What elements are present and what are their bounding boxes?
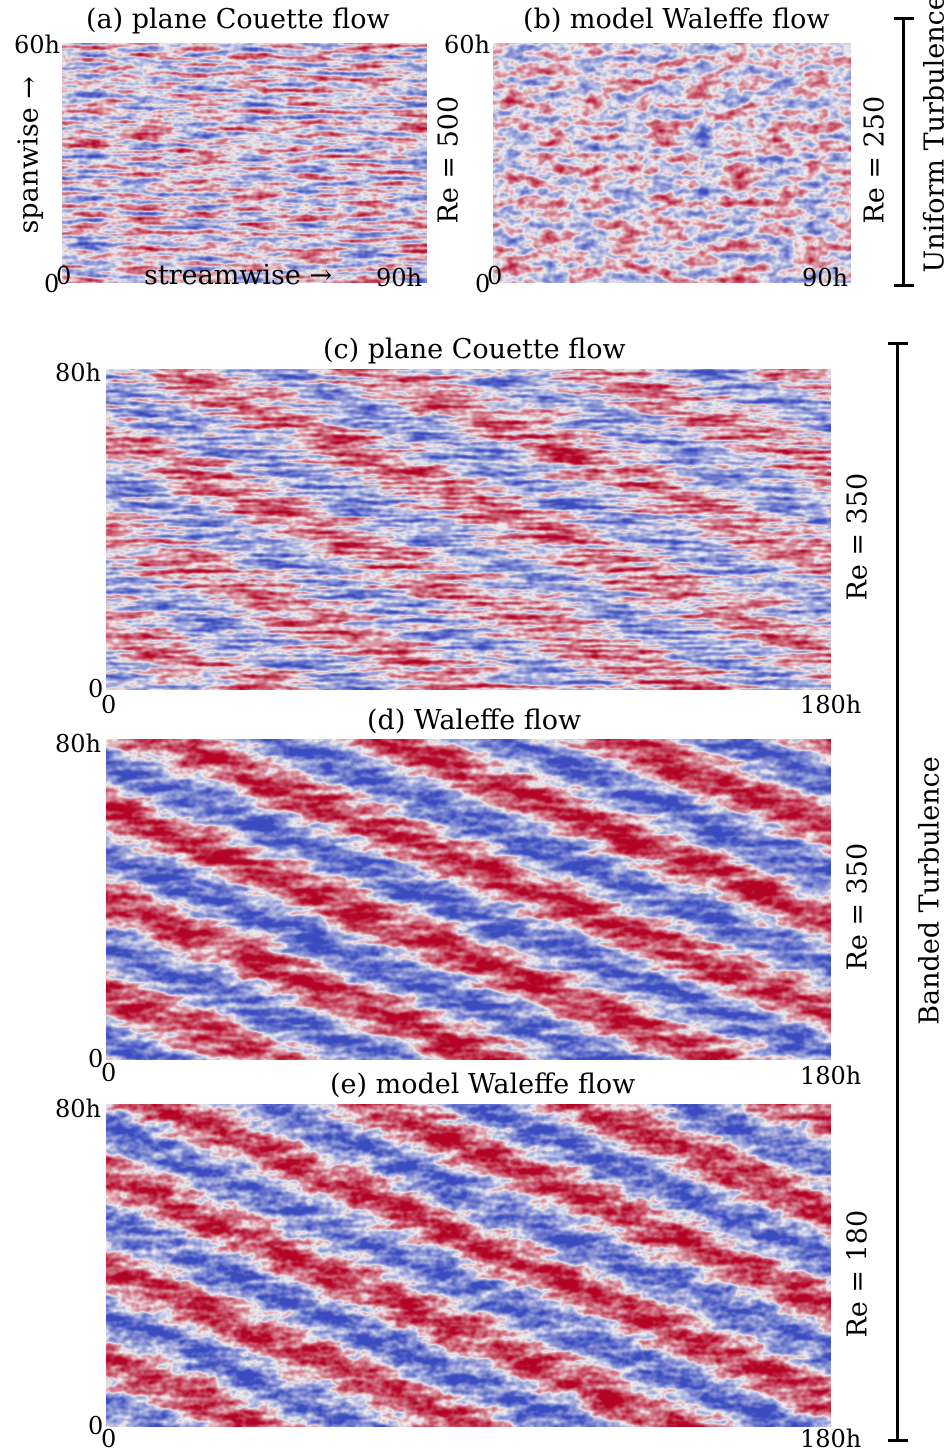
panel-d-title: (d) Waleffe flow — [367, 707, 581, 734]
panel-a-field — [62, 43, 427, 283]
panel-e-ymax: 80h — [55, 1097, 101, 1121]
panel-a-re: Re = 500 — [436, 104, 463, 224]
panel-d-field — [106, 739, 831, 1060]
panel-b-xmax: 90h — [802, 266, 848, 290]
panel-e-field — [106, 1104, 831, 1427]
banded-bracket-bottom — [888, 1439, 908, 1442]
panel-e-title: (e) model Waleffe flow — [330, 1071, 635, 1098]
panel-c-title: (c) plane Couette flow — [323, 336, 626, 363]
panel-b-xmin: 0 — [487, 264, 502, 288]
panel-d-ymax: 80h — [55, 732, 101, 756]
panel-e-canvas — [106, 1104, 831, 1427]
panel-c-field — [106, 369, 831, 690]
panel-b-title: (b) model Waleffe flow — [523, 6, 830, 33]
banded-bracket-line — [896, 342, 899, 1442]
panel-e-xmin: 0 — [101, 1427, 116, 1451]
panel-d-xmin: 0 — [101, 1061, 116, 1085]
uniform-bracket-bottom — [894, 284, 914, 287]
panel-a-xmin: 0 — [56, 264, 71, 288]
uniform-turbulence-label: Uniform Turbulence — [922, 33, 945, 273]
panel-c-canvas — [106, 369, 831, 690]
panel-d-re: Re = 350 — [845, 851, 872, 971]
panel-e-re: Re = 180 — [845, 1218, 872, 1338]
panel-b-field — [493, 43, 851, 283]
spanwise-label: spanwise → — [16, 84, 43, 234]
panel-b-canvas — [493, 43, 851, 283]
panel-c-ymax: 80h — [55, 361, 101, 385]
panel-a-ymax: 60h — [14, 33, 60, 57]
banded-turbulence-label: Banded Turbulence — [917, 741, 944, 1041]
panel-b-ymax: 60h — [444, 33, 490, 57]
panel-e-xmax: 180h — [800, 1427, 861, 1451]
panel-b-re: Re = 250 — [862, 104, 889, 224]
uniform-bracket-line — [902, 17, 905, 287]
panel-c-re: Re = 350 — [845, 481, 872, 601]
panel-c-xmin: 0 — [101, 693, 116, 717]
panel-a-title: (a) plane Couette flow — [86, 6, 390, 33]
panel-a-canvas — [62, 43, 427, 283]
panel-a-xmax: 90h — [376, 266, 422, 290]
panel-d-canvas — [106, 739, 831, 1060]
streamwise-label: streamwise → — [144, 262, 332, 289]
panel-d-xmax: 180h — [800, 1064, 861, 1088]
panel-c-xmax: 180h — [800, 693, 861, 717]
